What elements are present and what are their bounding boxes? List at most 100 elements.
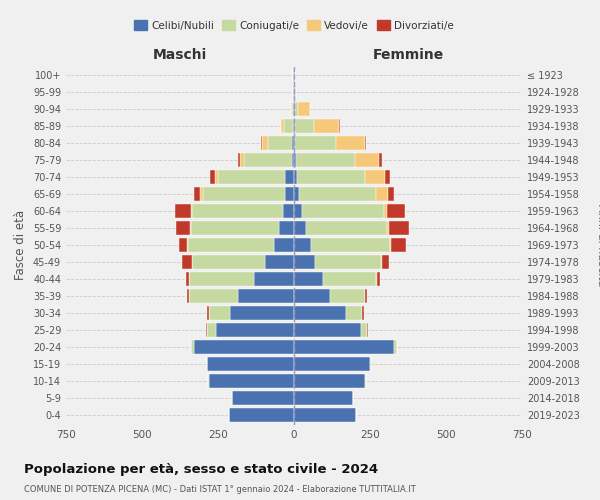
Bar <box>284 119 293 134</box>
Bar <box>294 85 295 100</box>
Bar <box>244 153 292 168</box>
Bar <box>189 272 254 286</box>
Bar <box>376 187 388 202</box>
Bar <box>294 102 295 117</box>
Text: COMUNE DI POTENZA PICENA (MC) - Dati ISTAT 1° gennaio 2024 - Elaborazione TUTTIT: COMUNE DI POTENZA PICENA (MC) - Dati IST… <box>24 485 416 494</box>
Bar <box>206 322 208 337</box>
Bar <box>370 356 371 371</box>
Bar <box>362 306 364 320</box>
Bar <box>293 68 294 82</box>
Bar <box>281 119 284 134</box>
Bar <box>294 136 295 150</box>
Bar <box>394 340 397 354</box>
Y-axis label: Fasce di età: Fasce di età <box>14 210 27 280</box>
Bar <box>194 340 294 354</box>
Bar <box>314 119 338 134</box>
Bar <box>182 255 191 269</box>
Text: Femmine: Femmine <box>373 48 443 62</box>
Bar <box>294 322 361 337</box>
Bar <box>365 374 366 388</box>
Bar <box>187 238 188 252</box>
Bar <box>194 187 200 202</box>
Bar <box>283 204 294 218</box>
Bar <box>346 306 362 320</box>
Bar <box>192 204 283 218</box>
Bar <box>285 170 294 184</box>
Bar <box>175 204 191 218</box>
Bar <box>315 255 380 269</box>
Bar <box>294 68 295 82</box>
Bar <box>232 390 294 405</box>
Bar <box>296 153 355 168</box>
Bar <box>380 255 382 269</box>
Text: Maschi: Maschi <box>153 48 207 62</box>
Bar <box>229 408 294 422</box>
Bar <box>268 136 292 150</box>
Bar <box>295 136 336 150</box>
Bar <box>294 356 370 371</box>
Y-axis label: Anni di nascita: Anni di nascita <box>596 204 600 286</box>
Bar <box>293 85 294 100</box>
Bar <box>191 255 192 269</box>
Bar <box>294 306 346 320</box>
Bar <box>376 272 377 286</box>
Bar <box>294 340 394 354</box>
Bar <box>265 255 294 269</box>
Bar <box>390 238 391 252</box>
Bar <box>295 119 314 134</box>
Bar <box>361 322 367 337</box>
Bar <box>385 170 390 184</box>
Bar <box>306 221 387 235</box>
Bar <box>203 187 285 202</box>
Bar <box>294 374 365 388</box>
Bar <box>294 170 297 184</box>
Bar <box>298 102 310 117</box>
Bar <box>215 170 218 184</box>
Bar <box>209 306 230 320</box>
Bar <box>191 340 194 354</box>
Bar <box>292 102 293 117</box>
Bar <box>355 153 379 168</box>
Bar <box>388 187 394 202</box>
Bar <box>292 136 294 150</box>
Legend: Celibi/Nubili, Coniugati/e, Vedovi/e, Divorziati/e: Celibi/Nubili, Coniugati/e, Vedovi/e, Di… <box>130 16 458 35</box>
Bar <box>382 255 389 269</box>
Bar <box>299 187 376 202</box>
Bar <box>217 322 294 337</box>
Bar <box>218 170 285 184</box>
Bar <box>331 288 365 303</box>
Bar <box>311 238 390 252</box>
Text: Popolazione per età, sesso e stato civile - 2024: Popolazione per età, sesso e stato civil… <box>24 462 378 475</box>
Bar <box>379 153 382 168</box>
Bar <box>208 374 209 388</box>
Bar <box>323 272 376 286</box>
Bar <box>391 238 406 252</box>
Bar <box>192 255 265 269</box>
Bar <box>365 170 385 184</box>
Bar <box>188 238 274 252</box>
Bar <box>191 221 279 235</box>
Bar <box>262 136 268 150</box>
Bar <box>176 221 190 235</box>
Bar <box>230 306 294 320</box>
Bar <box>293 102 294 117</box>
Bar <box>294 272 323 286</box>
Bar <box>294 204 302 218</box>
Bar <box>387 221 389 235</box>
Bar <box>200 187 203 202</box>
Bar <box>294 390 353 405</box>
Bar <box>294 221 306 235</box>
Bar <box>209 374 294 388</box>
Bar <box>367 322 368 337</box>
Bar <box>190 221 191 235</box>
Bar <box>260 136 262 150</box>
Bar <box>279 221 294 235</box>
Bar <box>389 221 409 235</box>
Bar <box>274 238 294 252</box>
Bar <box>240 153 244 168</box>
Bar <box>377 272 380 286</box>
Bar <box>295 85 296 100</box>
Bar <box>291 102 292 117</box>
Bar <box>302 204 383 218</box>
Bar <box>365 136 367 150</box>
